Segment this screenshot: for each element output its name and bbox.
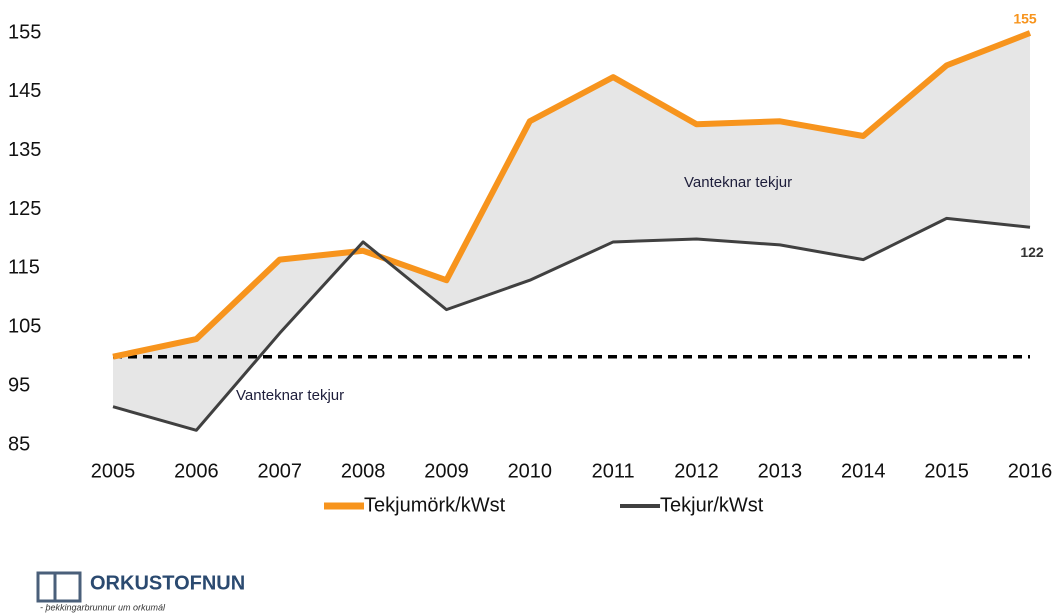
logo: ORKUSTOFNUN - þekkingarbrunnur um orkumá… [36,571,245,612]
x-tick-label: 2013 [758,460,803,482]
x-tick-label: 2015 [924,460,969,482]
x-tick-label: 2014 [841,460,886,482]
gap-area [113,33,1030,431]
end-label: 122 [1020,244,1044,260]
x-tick-label: 2005 [91,460,136,482]
legend-label: Tekjur/kWst [660,494,764,516]
x-tick-label: 2016 [1008,460,1053,482]
y-tick-label: 95 [8,374,30,396]
x-tick-label: 2011 [592,460,635,482]
x-tick-label: 2009 [424,460,469,482]
y-tick-label: 105 [8,316,41,338]
annotation: Vanteknar tekjur [236,387,344,404]
y-tick-label: 135 [8,139,41,161]
x-tick-label: 2006 [174,460,219,482]
logo-tagline: - þekkingarbrunnur um orkumál [40,602,166,612]
y-tick-label: 155 [8,21,41,43]
y-tick-label: 85 [8,433,30,455]
end-label: 155 [1013,11,1037,27]
logo-name: ORKUSTOFNUN [90,572,245,594]
x-tick-label: 2008 [341,460,386,482]
y-tick-label: 115 [8,257,40,279]
x-tick-label: 2010 [508,460,553,482]
annotation: Vanteknar tekjur [684,174,792,191]
legend-label: Tekjumörk/kWst [364,494,506,516]
x-tick-label: 2012 [674,460,719,482]
y-tick-label: 145 [8,80,41,102]
series-line [112,30,1032,360]
logo-icon [36,571,82,603]
series-line [112,216,1031,432]
y-tick-label: 125 [8,198,41,220]
x-tick-label: 2007 [257,460,302,482]
